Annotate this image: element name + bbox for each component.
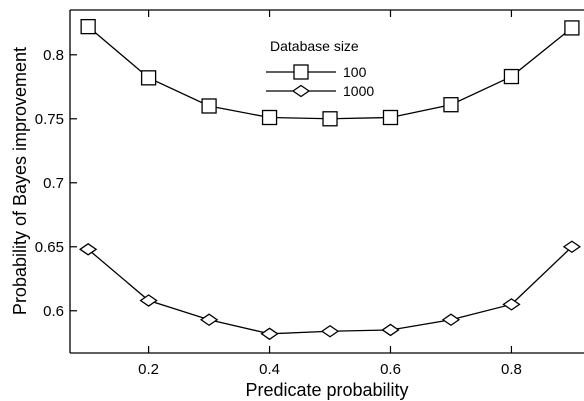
data-point-diamond	[381, 323, 400, 337]
x-tick-label: 0.4	[259, 361, 280, 378]
data-point-square	[503, 68, 520, 85]
y-tick-label: 0.7	[43, 175, 64, 192]
data-point-square	[382, 109, 399, 126]
x-tick-label: 0.8	[501, 361, 522, 378]
y-axis-title: Probability of Bayes improvement	[10, 47, 30, 315]
legend-label: 1000	[343, 83, 374, 99]
data-point-diamond	[260, 327, 279, 341]
data-point-diamond	[199, 313, 219, 327]
y-tick-label: 0.6	[43, 303, 64, 320]
legend-items: 100 1000	[266, 64, 374, 99]
legend-marker-diamond	[291, 84, 311, 98]
x-axis-title: Predicate probability	[245, 380, 408, 400]
data-point-square	[443, 97, 459, 113]
legend-item-1000: 1000	[266, 83, 374, 99]
legend: Database size 100 1000	[266, 38, 374, 99]
y-tick-label: 0.65	[35, 239, 64, 256]
legend-label: 100	[343, 64, 367, 80]
series-line	[87, 246, 573, 335]
data-point-diamond	[502, 298, 521, 311]
plot-frame	[69, 9, 584, 354]
legend-marker-square	[293, 64, 309, 80]
legend-item-100: 100	[266, 64, 367, 80]
data-point-diamond	[320, 324, 340, 338]
data-point-diamond	[139, 294, 158, 307]
y-tick-label: 0.8	[43, 47, 64, 64]
series-100	[80, 18, 580, 127]
data-point-square	[322, 111, 338, 127]
y-tick-label: 0.75	[35, 111, 64, 128]
data-point-square	[261, 109, 278, 126]
x-tick-label: 0.6	[380, 361, 401, 378]
series-layer	[78, 18, 582, 341]
legend-title: Database size	[270, 38, 359, 54]
data-point-square	[201, 98, 217, 114]
data-point-square	[564, 20, 580, 36]
data-point-square	[140, 70, 157, 86]
data-point-diamond	[562, 240, 582, 254]
x-tick-label: 0.2	[138, 361, 159, 378]
data-point-diamond	[78, 243, 98, 256]
data-point-diamond	[441, 313, 461, 327]
data-point-square	[80, 18, 96, 35]
axis-ticks: 0.2 0.4 0.6 0.8 0.6 0.65 0.7 0.75 0.8	[35, 10, 522, 378]
series-1000	[78, 240, 582, 341]
